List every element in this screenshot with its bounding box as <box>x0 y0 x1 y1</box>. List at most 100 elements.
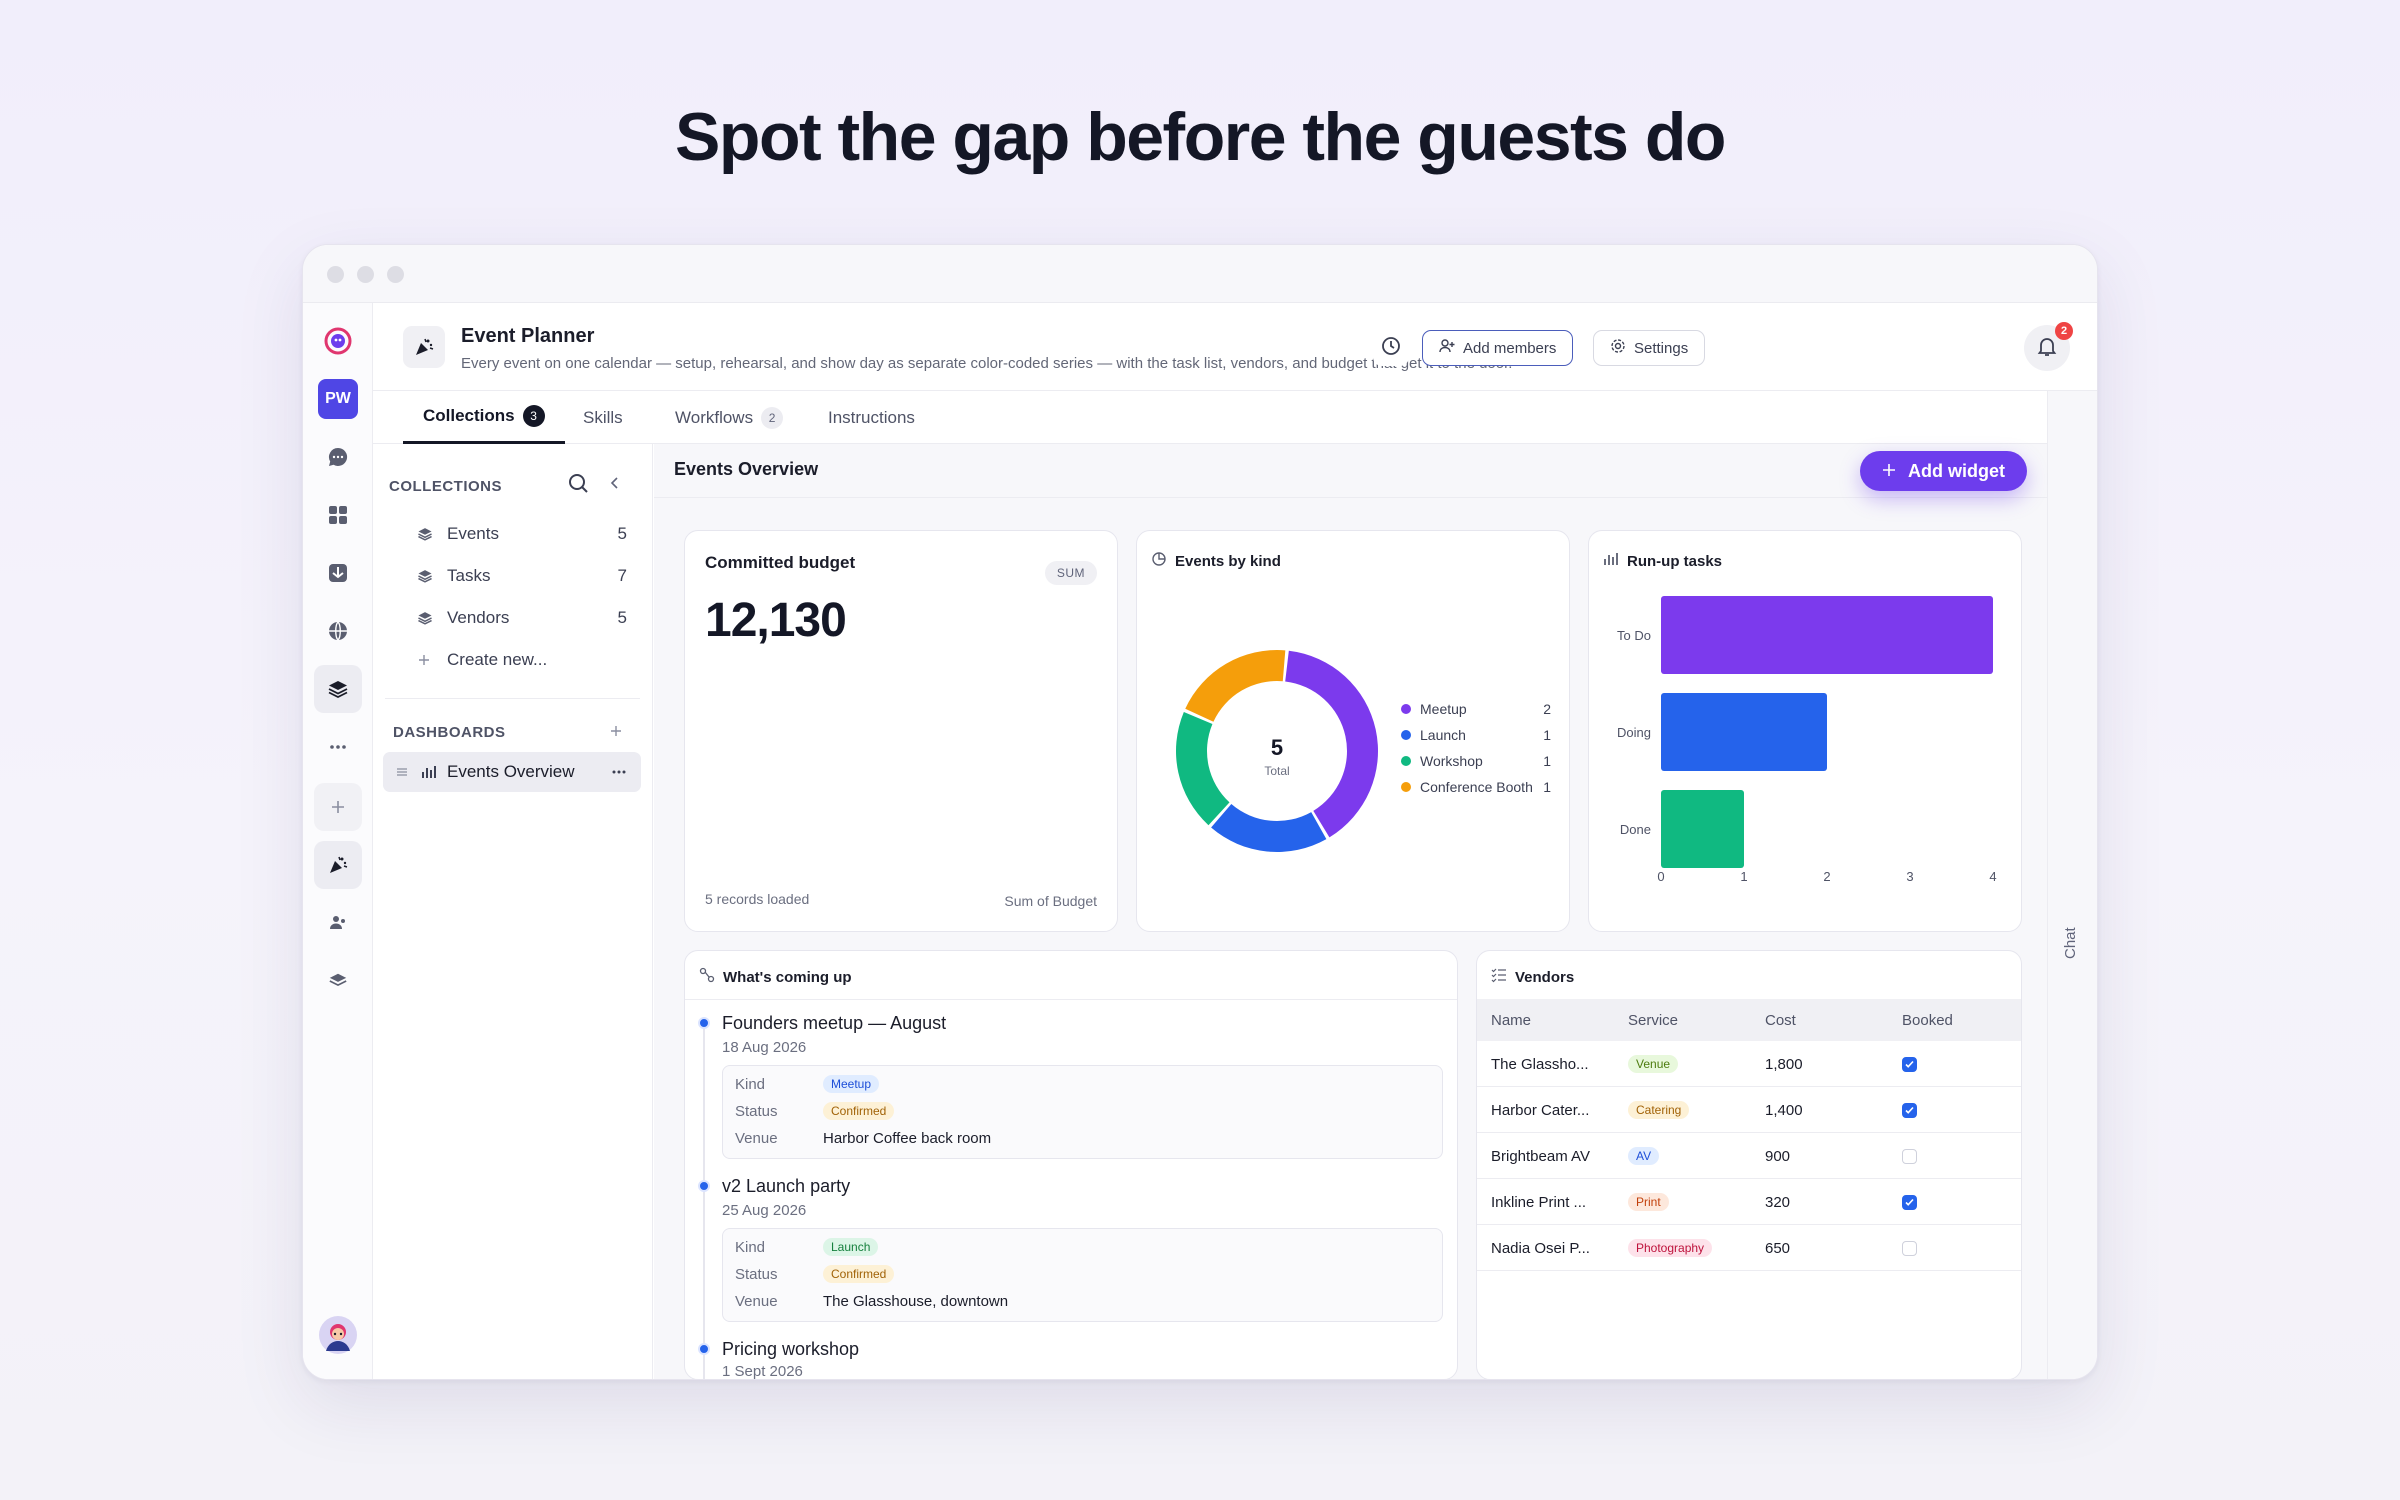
legend-item[interactable]: Launch 1 <box>1401 727 1551 743</box>
donut-slice-launch[interactable] <box>1211 804 1327 852</box>
user-avatar[interactable] <box>314 1311 362 1359</box>
history-icon <box>1380 335 1402 361</box>
chat-side-panel[interactable]: Chat <box>2047 391 2097 1379</box>
globe-icon[interactable] <box>314 607 362 655</box>
collection-count: 5 <box>617 524 627 543</box>
field-value-status: Confirmed <box>823 1265 895 1283</box>
table-row[interactable]: Inkline Print ... Print 320 <box>1477 1179 2021 1225</box>
kind-chip: Meetup <box>823 1075 880 1093</box>
tab-collections[interactable]: Collections 3 <box>403 391 565 444</box>
column-header-booked[interactable]: Booked <box>1902 1011 1953 1029</box>
workspace-initials: PW <box>318 379 358 419</box>
field-label-kind: Kind <box>735 1239 766 1256</box>
drag-handle-icon[interactable] <box>395 765 409 779</box>
window-minimize-dot[interactable] <box>357 266 374 283</box>
add-icon[interactable] <box>314 783 362 831</box>
whats-coming-up-card[interactable]: What's coming up Founders meetup — Augus… <box>684 950 1458 1379</box>
settings-button[interactable]: Settings <box>1593 330 1706 366</box>
tab-workflows[interactable]: Workflows 2 <box>655 391 803 444</box>
dashboard-item-events-overview[interactable]: Events Overview <box>383 752 641 792</box>
stack-icon[interactable] <box>314 957 362 1005</box>
column-header-cost[interactable]: Cost <box>1765 1011 1796 1029</box>
legend-item[interactable]: Workshop 1 <box>1401 753 1551 769</box>
booked-checkbox[interactable] <box>1902 1056 1917 1072</box>
bar-to-do[interactable] <box>1661 596 1993 674</box>
run-up-tasks-card[interactable]: Run-up tasks To Do Doing Done 0 1 2 3 4 <box>1588 530 2022 932</box>
layers-icon <box>417 526 433 542</box>
history-button[interactable] <box>1373 330 1409 366</box>
party-popper-icon[interactable] <box>314 841 362 889</box>
legend-value: 1 <box>1543 779 1551 795</box>
vendor-cost: 1,800 <box>1765 1055 1803 1073</box>
add-widget-button[interactable]: Add widget <box>1860 451 2027 491</box>
logo-icon[interactable] <box>314 317 362 365</box>
table-row[interactable]: The Glassho... Venue 1,800 <box>1477 1041 2021 1087</box>
table-row[interactable]: Harbor Cater... Catering 1,400 <box>1477 1087 2021 1133</box>
create-collection-button[interactable]: Create new... <box>417 643 627 677</box>
booked-checkbox[interactable] <box>1902 1194 1917 1210</box>
committed-budget-card[interactable]: Committed budget SUM 12,130 5 records lo… <box>684 530 1118 932</box>
notification-count-badge: 2 <box>2055 322 2073 340</box>
collection-label: Vendors <box>447 608 510 627</box>
legend-swatch <box>1401 704 1411 714</box>
plus-icon <box>1882 461 1896 482</box>
events-by-kind-card[interactable]: Events by kind 5 Total Meetup 2 Launch 1 Wor… <box>1136 530 1570 932</box>
people-icon[interactable] <box>314 899 362 947</box>
legend-label: Workshop <box>1420 753 1483 769</box>
more-icon[interactable] <box>611 764 627 780</box>
bar-done[interactable] <box>1661 790 1744 868</box>
vendor-booked <box>1902 1179 1917 1225</box>
more-icon[interactable] <box>314 723 362 771</box>
event-title[interactable]: v2 Launch party <box>722 1176 851 1196</box>
aggregation-pill[interactable]: SUM <box>1044 561 1097 585</box>
booked-checkbox[interactable] <box>1902 1148 1917 1164</box>
column-header-name[interactable]: Name <box>1491 1011 1532 1029</box>
column-header-service[interactable]: Service <box>1628 1011 1679 1029</box>
donut-slice-conference-booth[interactable] <box>1185 650 1286 722</box>
apps-grid-icon[interactable] <box>314 491 362 539</box>
window-maximize-dot[interactable] <box>387 266 404 283</box>
window-close-dot[interactable] <box>327 266 344 283</box>
table-row[interactable]: Brightbeam AV AV 900 <box>1477 1133 2021 1179</box>
collapse-panel-icon[interactable] <box>606 474 624 497</box>
collection-count: 7 <box>617 566 627 585</box>
inbox-icon[interactable] <box>314 549 362 597</box>
tab-instructions[interactable]: Instructions <box>808 391 935 444</box>
booked-checkbox[interactable] <box>1902 1240 1917 1256</box>
y-tick-label: To Do <box>1617 628 1651 643</box>
donut-slice-meetup[interactable] <box>1285 650 1378 838</box>
layers-icon[interactable] <box>314 665 362 713</box>
card-title: Committed budget <box>705 553 856 572</box>
vendor-name: Nadia Osei P... <box>1491 1239 1590 1257</box>
collections-heading: COLLECTIONS <box>389 478 502 495</box>
workspace-avatar[interactable]: PW <box>314 375 362 423</box>
gear-icon <box>1610 338 1626 358</box>
notifications-button[interactable]: 2 <box>2024 322 2073 371</box>
card-title-row: Vendors <box>1491 967 1574 987</box>
legend-item[interactable]: Conference Booth 1 <box>1401 779 1551 795</box>
bar-doing[interactable] <box>1661 693 1827 771</box>
field-label-status: Status <box>735 1266 778 1283</box>
vendor-booked <box>1902 1087 1917 1133</box>
layers-icon <box>417 568 433 584</box>
add-dashboard-icon[interactable] <box>609 724 623 743</box>
legend-item[interactable]: Meetup 2 <box>1401 701 1551 717</box>
x-tick-label: 0 <box>1657 869 1664 884</box>
search-icon[interactable] <box>567 472 591 501</box>
donut-slice-workshop[interactable] <box>1176 711 1230 826</box>
add-members-button[interactable]: Add members <box>1422 330 1574 366</box>
event-title[interactable]: Founders meetup — August <box>722 1013 947 1033</box>
add-members-label: Add members <box>1463 339 1557 357</box>
card-title-row: Run-up tasks <box>1603 551 1722 571</box>
collection-item-events[interactable]: Events 5 <box>417 517 627 551</box>
event-title[interactable]: Pricing workshop <box>722 1339 860 1359</box>
booked-checkbox[interactable] <box>1902 1102 1917 1118</box>
chat-bubble-icon[interactable] <box>314 433 362 481</box>
table-row[interactable]: Nadia Osei P... Photography 650 <box>1477 1225 2021 1271</box>
collection-item-tasks[interactable]: Tasks 7 <box>417 559 627 593</box>
tab-skills[interactable]: Skills <box>563 391 643 444</box>
collection-item-vendors[interactable]: Vendors 5 <box>417 601 627 635</box>
legend-label: Launch <box>1420 727 1466 743</box>
vendors-card[interactable]: Vendors Name Service Cost Booked The Gla… <box>1476 950 2022 1379</box>
add-person-icon <box>1439 338 1455 358</box>
